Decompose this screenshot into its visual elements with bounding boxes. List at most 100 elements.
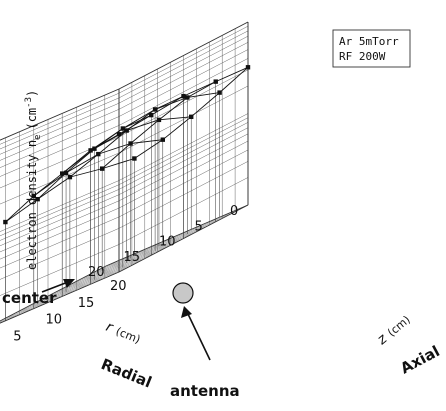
r-tick-label: 10 [159, 235, 176, 250]
mesh-line [37, 176, 71, 200]
r-tick-label: 5 [195, 219, 203, 234]
floor-gridline [2, 258, 145, 320]
data-point [160, 137, 165, 142]
mesh-line [130, 139, 163, 144]
mesh-line [98, 130, 127, 155]
data-point [35, 196, 40, 202]
data-point [128, 141, 133, 146]
data-point [156, 117, 162, 123]
data-point [67, 174, 73, 180]
z-axis-label-unit: (cm [25, 108, 39, 130]
left-wall-gridline [0, 200, 120, 253]
mesh-line [215, 66, 249, 83]
data-point [63, 170, 69, 176]
legend-line-2: RF 200W [339, 50, 386, 63]
r-tick-label: 20 [88, 265, 105, 280]
mesh-line [33, 172, 67, 197]
data-mesh [5, 66, 249, 223]
data-point [132, 156, 137, 161]
floor-gridline [93, 211, 236, 273]
box-edge [0, 271, 120, 324]
radial-title: Radial [99, 355, 155, 391]
center-arrow [41, 281, 69, 293]
floor-gridline [67, 224, 210, 287]
data-point [92, 146, 97, 151]
axial-tick-label: 20 [110, 279, 127, 294]
axial-tick-label: 5 [13, 329, 21, 344]
center-arrow-head [63, 279, 75, 288]
mesh-line [187, 92, 220, 98]
mesh-line [65, 148, 95, 174]
mesh-line [183, 81, 216, 97]
mesh-line [126, 109, 156, 131]
floor-gridline [54, 231, 197, 293]
mesh-line [151, 95, 184, 116]
mesh-line [37, 172, 67, 200]
data-point [181, 93, 186, 99]
mesh-line [219, 66, 249, 93]
data-point [217, 90, 222, 95]
data-point [116, 132, 122, 137]
data-points [3, 65, 251, 225]
data-point [120, 126, 126, 131]
mesh-line [187, 81, 216, 98]
z-axis-title: electron density ne (cm-3) [24, 90, 43, 270]
r-tick-label: 15 [124, 250, 141, 265]
left-wall-gridline [0, 97, 120, 150]
data-point [60, 171, 65, 176]
r-axis-unit: (cm) [114, 325, 142, 347]
z-axis-label-prefix: electron density n [25, 140, 39, 270]
left-wall-gridline [0, 207, 120, 260]
z-axis-label: z(cm) [374, 312, 414, 349]
data-point [99, 166, 105, 171]
left-wall-gridline [0, 194, 120, 247]
data-point [185, 95, 190, 100]
mesh-line [162, 116, 192, 141]
legend-box: Ar 5mTorr RF 200W [332, 29, 411, 68]
mesh-line [5, 195, 35, 223]
axial-tick-label: 15 [78, 296, 95, 311]
left-wall-gridline [0, 152, 120, 205]
tick-labels: 109101010110510152005101520 [13, 204, 238, 344]
mesh-line [134, 139, 164, 159]
legend-line-1: Ar 5mTorr [339, 35, 399, 48]
mesh-line [69, 168, 103, 178]
axial-tick-label: 10 [46, 313, 63, 328]
mesh-line [94, 128, 124, 150]
mesh-line [65, 153, 99, 174]
mesh-line [69, 153, 99, 178]
data-point [31, 193, 36, 199]
left-wall-gridline [0, 228, 120, 280]
mesh-line [130, 119, 160, 144]
mesh-line [5, 198, 38, 223]
axial-title: Axial [397, 342, 442, 377]
z-axis-label-sup: -3 [24, 97, 34, 108]
floor-gridline [28, 245, 171, 307]
antenna-marker [172, 282, 194, 304]
mesh-line [102, 158, 135, 170]
data-point [96, 151, 101, 157]
left-wall-gridline [0, 189, 120, 241]
data-point [245, 65, 251, 70]
mesh-line [158, 97, 188, 121]
mesh-line [122, 114, 152, 129]
mesh-line [101, 143, 131, 169]
floor-gridline [0, 265, 132, 323]
mesh-line [122, 109, 156, 129]
r-tick-label: 0 [230, 204, 238, 219]
z-axis-label-sub: e [33, 135, 43, 140]
left-wall-gridline [0, 88, 120, 141]
drop-lines [5, 67, 249, 321]
data-point [88, 148, 93, 153]
antenna-arrow [187, 313, 211, 361]
mesh-line [94, 130, 127, 150]
mesh-line [158, 116, 192, 121]
data-point [213, 79, 218, 84]
center-label: center [2, 289, 57, 307]
box-edge [118, 21, 249, 90]
z-axis-label-close: ) [25, 90, 39, 97]
data-point [152, 107, 158, 112]
data-point [3, 219, 8, 225]
